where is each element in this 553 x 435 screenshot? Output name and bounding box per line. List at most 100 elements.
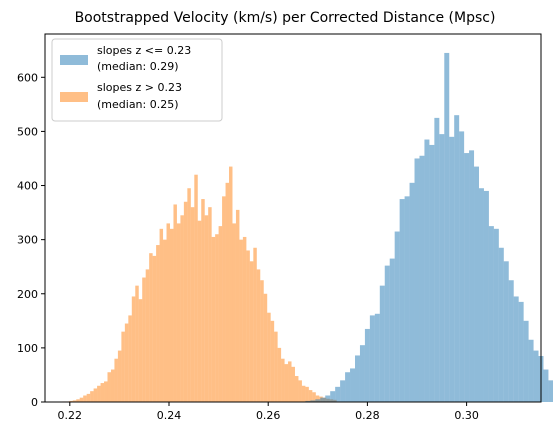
bar-series-1-bin-43 [211, 236, 216, 402]
bar-series-1-bin-54 [249, 261, 254, 402]
bar-series-1-bin-3 [72, 400, 77, 402]
bar-series-0-bin-25 [429, 144, 435, 403]
x-tick-label: 0.30 [454, 409, 479, 422]
bar-series-1-bin-40 [201, 199, 205, 402]
bar-series-1-bin-59 [267, 312, 271, 402]
bar-series-1-bin-58 [263, 293, 268, 402]
bar-series-1-bin-15 [114, 358, 118, 402]
bar-series-1-bin-64 [284, 364, 289, 402]
bar-series-1-bin-71 [308, 390, 313, 402]
bar-series-1-bin-63 [281, 358, 285, 402]
bar-series-1-bin-47 [225, 182, 230, 402]
legend-box [51, 38, 223, 122]
bar-series-1-bin-50 [235, 209, 240, 402]
bar-series-0-bin-11 [359, 345, 365, 402]
bar-series-1-bin-68 [298, 380, 302, 402]
bar-series-1-bin-28 [159, 228, 164, 402]
bar-series-1-bin-49 [232, 223, 236, 402]
bar-series-0-bin-48 [543, 369, 549, 402]
bar-series-0-bin-44 [523, 320, 529, 402]
bar-series-0-bin-40 [503, 261, 509, 402]
bar-series-0-bin-3 [320, 397, 326, 402]
bar-series-0-bin-16 [384, 265, 390, 402]
bar-series-1-bin-20 [131, 296, 136, 402]
bar-series-1-bin-48 [229, 166, 233, 402]
chart-title: Bootstrapped Velocity (km/s) per Correct… [75, 10, 496, 26]
bar-series-1-bin-19 [128, 315, 132, 402]
y-axis: 0 100 200 300 400 500 600 [17, 71, 45, 409]
bar-series-0-bin-43 [518, 301, 524, 402]
series-blue-bars [305, 52, 553, 403]
bar-series-1-bin-72 [312, 392, 316, 402]
bar-series-0-bin-4 [325, 395, 331, 402]
bar-series-0-bin-46 [533, 350, 539, 402]
bar-series-1-bin-6 [83, 395, 87, 402]
bar-series-1-bin-27 [156, 245, 160, 402]
bar-series-1-bin-25 [149, 253, 153, 402]
bar-series-0-bin-18 [394, 231, 400, 402]
bar-series-0-bin-7 [340, 380, 346, 402]
bar-series-0-bin-10 [355, 355, 360, 402]
bar-series-1-bin-37 [190, 207, 195, 402]
bar-series-0-bin-8 [345, 372, 351, 402]
bar-series-0-bin-1 [310, 400, 316, 402]
x-tick-label: 0.22 [58, 409, 83, 422]
bar-series-1-bin-69 [301, 385, 306, 402]
bar-series-1-bin-42 [208, 207, 212, 402]
x-tick-label: 0.24 [157, 409, 182, 422]
bar-series-1-bin-66 [291, 366, 295, 402]
bar-series-1-bin-67 [294, 376, 299, 402]
bar-series-0-bin-35 [479, 188, 484, 402]
bar-series-0-bin-24 [424, 139, 430, 402]
bar-series-0-bin-17 [389, 258, 395, 402]
y-tick-label: 500 [17, 125, 38, 138]
bar-series-0-bin-27 [439, 134, 445, 402]
bar-series-1-bin-32 [173, 204, 177, 402]
bar-series-0-bin-0 [305, 400, 311, 402]
bar-series-0-bin-37 [488, 226, 494, 402]
x-tick-label: 0.26 [256, 409, 281, 422]
bar-series-0-bin-13 [369, 315, 375, 402]
bar-series-1-bin-29 [163, 239, 167, 402]
bar-series-1-bin-44 [215, 234, 219, 402]
bar-series-1-bin-36 [187, 188, 191, 402]
y-tick-label: 0 [31, 396, 38, 409]
bar-series-1-bin-4 [76, 399, 80, 402]
plot-frame [44, 33, 542, 403]
bar-series-0-bin-2 [315, 399, 321, 402]
bar-series-1-bin-60 [270, 320, 275, 402]
bar-series-1-bin-12 [104, 381, 108, 402]
bar-series-1-bin-38 [194, 174, 198, 402]
y-tick-label: 600 [17, 71, 38, 84]
bar-series-0-bin-34 [474, 166, 479, 402]
x-tick-label: 0.28 [355, 409, 380, 422]
bar-series-1-bin-16 [117, 350, 122, 402]
bar-series-0-bin-32 [464, 153, 470, 402]
bar-series-1-bin-57 [260, 280, 264, 402]
series-orange-bars [62, 166, 337, 402]
bar-series-0-bin-36 [483, 190, 489, 402]
bar-series-0-bin-22 [414, 158, 420, 402]
bar-series-1-bin-31 [169, 228, 174, 402]
bar-series-1-bin-17 [121, 331, 125, 402]
bar-series-0-bin-15 [379, 285, 385, 402]
bar-series-1-bin-10 [97, 385, 101, 402]
bar-series-0-bin-21 [409, 182, 415, 402]
bar-series-0-bin-9 [350, 368, 355, 402]
bar-series-1-bin-56 [256, 269, 261, 402]
bar-series-0-bin-26 [434, 117, 440, 402]
bar-series-1-bin-8 [90, 391, 94, 402]
bar-series-1-bin-13 [107, 372, 111, 402]
legend-label-blue-line2: (median: 0.29) [97, 60, 179, 73]
y-tick-label: 100 [17, 342, 38, 355]
legend-swatch-blue [60, 55, 88, 65]
bar-series-0-bin-38 [493, 228, 499, 402]
bar-series-0-bin-5 [330, 391, 336, 402]
bar-series-1-bin-55 [253, 247, 257, 402]
legend: slopes z <= 0.23 (median: 0.29) slopes z… [51, 38, 223, 122]
bar-series-1-bin-2 [69, 400, 73, 402]
bar-series-1-bin-14 [110, 369, 115, 402]
bar-series-0-bin-12 [364, 328, 370, 402]
x-axis: 0.22 0.24 0.26 0.28 0.30 [58, 402, 479, 422]
